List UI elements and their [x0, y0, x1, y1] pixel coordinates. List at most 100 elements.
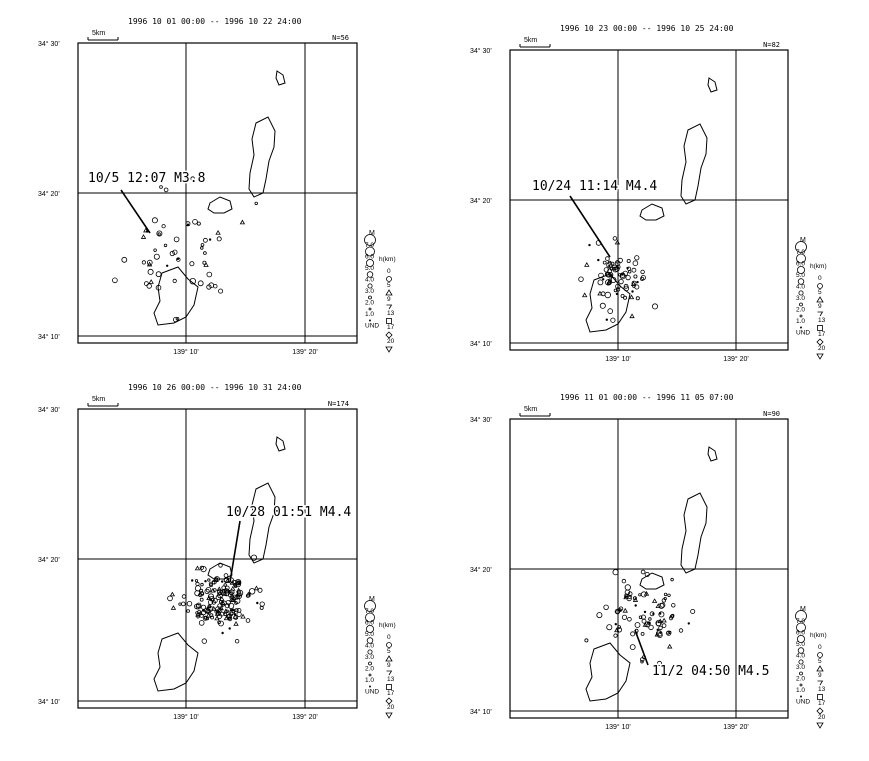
hypocenter-marker: [190, 176, 195, 181]
hypocenter-marker: [205, 612, 212, 618]
hypocenter-marker: [606, 281, 611, 286]
legend-magnitude-symbol: [366, 271, 374, 278]
hypocenter-marker: [236, 611, 242, 617]
event-label-halo: 10/28 01:51 M4.4: [226, 505, 351, 520]
legend-depth-value: 13: [818, 317, 826, 324]
event-count: N=90: [763, 410, 780, 418]
hypocenter-marker: [234, 597, 241, 604]
hypocenter-marker: [623, 283, 629, 289]
hypocenter-marker: [608, 264, 611, 268]
hypocenter-marker: [153, 248, 157, 252]
latitude-label-bottom: 34° 10': [38, 333, 60, 341]
legend-magnitude-symbol: [800, 326, 803, 329]
hypocenter-marker: [208, 599, 214, 605]
legend-depth-curve-icon: [817, 680, 824, 686]
hypocenter-marker: [640, 275, 646, 281]
map-panel-1: 1996 10 01 00:00 -- 1996 10 22 24:00 N=56…: [38, 17, 396, 356]
legend-magnitude-value: 1.0: [796, 687, 805, 694]
hypocenter-marker: [614, 622, 618, 626]
hypocenter-marker: [140, 234, 147, 239]
hypocenter-marker: [239, 219, 246, 225]
hypocenter-marker: [582, 292, 588, 298]
latitude-label-mid: 34° 20': [470, 197, 492, 205]
hypocenter-marker: [203, 262, 209, 267]
hypocenter-marker: [169, 591, 176, 597]
latitude-label-mid: 34° 20': [38, 190, 60, 198]
longitude-label-right: 139° 20': [723, 355, 749, 363]
hypocenter-marker: [603, 267, 609, 273]
legend-depth-curve-icon: [386, 304, 393, 310]
hypocenter-marker: [636, 280, 639, 284]
hypocenter-marker: [190, 579, 194, 582]
hypocenter-marker: [199, 565, 204, 570]
event-label-halo: 10/5 12:07 M3.8: [88, 171, 205, 186]
hypocenter-marker: [197, 280, 204, 287]
hypocenter-marker: [656, 660, 662, 666]
hypocenter-marker: [599, 302, 606, 309]
island-coastline: [153, 266, 199, 326]
longitude-label-right: 139° 20': [723, 723, 749, 731]
hypocenter-marker: [203, 251, 207, 255]
event-leader-line: [634, 629, 649, 666]
hypocenter-marker: [228, 602, 235, 609]
hypocenter-marker: [605, 256, 610, 261]
scale-label: 5km: [524, 406, 537, 413]
legend-depth-value: 9: [387, 662, 391, 669]
legend-magnitude-symbol: [799, 302, 803, 307]
longitude-label-left: 139° 10': [605, 355, 631, 363]
legend-depth-triangle-icon: [816, 296, 824, 303]
hypocenter-marker: [156, 230, 163, 237]
legend-depth-title: h(km): [810, 632, 827, 639]
legend-magnitude-symbol: [799, 314, 803, 318]
hypocenter-marker: [638, 593, 642, 597]
legend-depth-inverted-triangle-icon: [385, 712, 393, 719]
legend-depth-value: 13: [387, 676, 395, 683]
hypocenter-marker: [657, 632, 663, 638]
legend-depth-inverted-triangle-icon: [385, 346, 393, 353]
hypocenter-marker: [233, 620, 239, 626]
hypocenter-marker: [624, 593, 629, 598]
legend-depth-value: 9: [818, 672, 822, 679]
hypocenter-marker: [146, 261, 153, 267]
hypocenter-marker: [621, 614, 628, 620]
hypocenter-marker: [612, 264, 618, 271]
hypocenter-marker: [141, 260, 147, 265]
legend-magnitude-symbol: [798, 290, 804, 296]
island-coastline: [585, 642, 631, 702]
hypocenter-marker: [201, 604, 207, 610]
hypocenter-marker: [641, 618, 647, 624]
coastline-group: [585, 446, 718, 702]
longitude-label-right: 139° 20': [292, 348, 318, 356]
legend-depth-value: 5: [387, 648, 391, 655]
hypocenter-marker: [259, 605, 264, 610]
hypocenter-marker: [200, 243, 205, 247]
latitude-label-bottom: 34° 10': [470, 340, 492, 348]
hypocenter-marker: [627, 617, 632, 622]
hypocenter-marker: [652, 612, 655, 616]
legend-magnitude-value: 4.0: [365, 643, 374, 650]
legend-depth-circle-icon: [386, 276, 392, 282]
legend-depth-title: h(km): [810, 263, 827, 270]
scale-label: 5km: [92, 30, 105, 37]
hypocenter-marker: [198, 620, 205, 626]
hypocenter-marker: [614, 260, 621, 266]
legend-depth-diamond-icon: [385, 697, 393, 705]
hypocenter-marker: [194, 565, 201, 571]
hypocenter-marker: [605, 271, 609, 276]
legend-depth-value: 17: [387, 690, 395, 697]
hypocenter-marker: [634, 604, 637, 607]
hypocenter-marker: [161, 224, 166, 229]
legend: M 7.0 6.0 5.0 4.0 3.0 2.0 1.0 UND h(km) 0 5 9 13 17 20: [795, 237, 827, 360]
hypocenter-marker: [192, 219, 198, 225]
hypocenter-marker: [613, 288, 618, 293]
hypocenter-marker: [216, 586, 222, 592]
hypocenter-marker: [646, 621, 651, 626]
hypocenter-marker: [638, 615, 643, 620]
island-coastline: [707, 446, 718, 462]
hypocenter-marker: [640, 631, 645, 636]
legend: M 7.0 6.0 5.0 4.0 3.0 2.0 1.0 UND h(km) 0 5 9 13 17 20: [364, 230, 396, 353]
event-label: 10/28 01:51 M4.4: [226, 505, 351, 520]
hypocenter-marker: [607, 268, 613, 274]
legend-depth-value: 9: [387, 296, 391, 303]
hypocenter-marker: [642, 621, 649, 627]
